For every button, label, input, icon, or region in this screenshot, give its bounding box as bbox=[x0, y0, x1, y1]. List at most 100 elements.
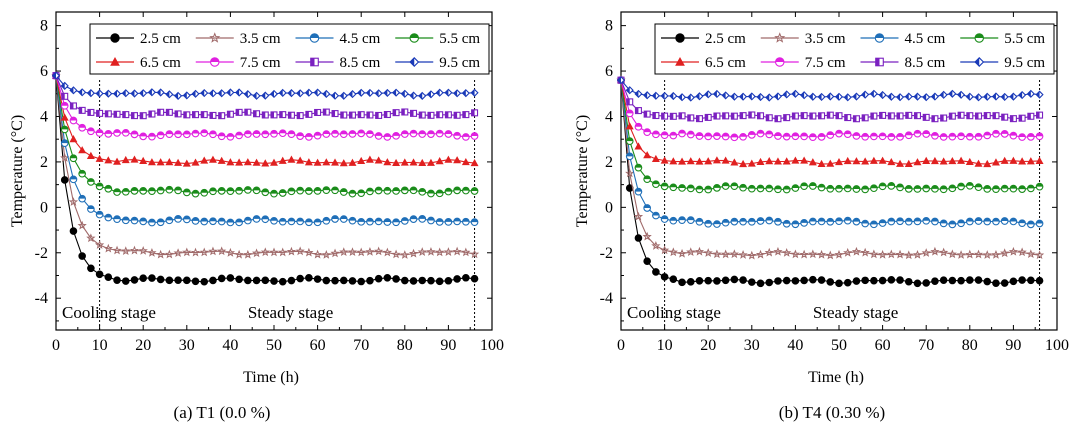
marker-fill bbox=[79, 107, 83, 114]
marker bbox=[939, 157, 948, 165]
marker-fill bbox=[635, 164, 642, 168]
marker-fill bbox=[279, 189, 287, 193]
marker-fill bbox=[983, 132, 991, 136]
marker bbox=[747, 250, 757, 260]
x-tick-label: 30 bbox=[179, 337, 195, 354]
marker bbox=[357, 277, 366, 286]
marker-fill bbox=[818, 93, 822, 101]
marker bbox=[435, 277, 444, 286]
series-line bbox=[620, 80, 1040, 225]
x-tick-label: 50 bbox=[266, 337, 282, 354]
marker bbox=[278, 156, 287, 164]
marker bbox=[217, 156, 226, 164]
series-8-5-cm bbox=[617, 76, 1044, 123]
marker bbox=[174, 276, 182, 285]
marker bbox=[660, 273, 669, 281]
marker-fill bbox=[375, 132, 382, 136]
marker-fill bbox=[209, 130, 217, 135]
marker bbox=[983, 159, 992, 168]
series-7-5-cm bbox=[617, 76, 1044, 142]
marker-fill bbox=[757, 93, 761, 101]
marker-fill bbox=[418, 92, 423, 100]
panel-caption: (a) T1 (0.0 %) bbox=[174, 403, 271, 422]
marker-fill bbox=[122, 129, 130, 133]
marker-fill bbox=[643, 175, 651, 180]
marker-fill bbox=[288, 188, 295, 192]
marker-fill bbox=[157, 89, 161, 96]
marker-fill bbox=[445, 218, 452, 222]
marker-fill bbox=[801, 112, 805, 119]
marker-fill bbox=[635, 107, 639, 114]
marker bbox=[87, 264, 95, 273]
marker bbox=[69, 135, 78, 143]
marker bbox=[642, 231, 652, 241]
marker-fill bbox=[940, 133, 947, 137]
marker-fill bbox=[896, 133, 904, 137]
marker-fill bbox=[879, 112, 883, 119]
marker-fill bbox=[166, 109, 170, 116]
marker-fill bbox=[253, 130, 260, 135]
marker bbox=[904, 250, 914, 260]
marker-fill bbox=[713, 184, 721, 188]
marker bbox=[235, 275, 243, 284]
marker-fill bbox=[896, 93, 901, 101]
marker bbox=[252, 158, 261, 166]
marker-fill bbox=[914, 185, 921, 189]
marker bbox=[633, 211, 644, 221]
marker bbox=[991, 158, 1000, 166]
marker bbox=[904, 159, 913, 167]
marker-fill bbox=[879, 91, 883, 99]
marker-fill bbox=[332, 110, 336, 117]
marker-fill bbox=[704, 91, 709, 98]
marker-fill bbox=[992, 218, 1000, 222]
marker-fill bbox=[739, 184, 747, 188]
marker-fill bbox=[844, 217, 852, 221]
marker-fill bbox=[436, 111, 440, 118]
marker-fill bbox=[875, 58, 880, 66]
marker bbox=[103, 243, 113, 253]
marker-fill bbox=[323, 217, 330, 221]
marker bbox=[861, 157, 870, 165]
marker bbox=[391, 249, 401, 259]
marker bbox=[147, 247, 157, 257]
marker bbox=[331, 158, 340, 166]
marker bbox=[965, 157, 974, 165]
marker bbox=[851, 246, 862, 256]
marker bbox=[738, 250, 748, 259]
marker bbox=[444, 276, 453, 285]
marker-fill bbox=[113, 90, 118, 97]
marker bbox=[304, 247, 314, 257]
series-2-5-cm bbox=[52, 71, 479, 286]
marker-fill bbox=[652, 212, 660, 216]
marker bbox=[896, 276, 904, 284]
marker-fill bbox=[888, 133, 895, 137]
x-tick-label: 10 bbox=[657, 337, 673, 354]
marker-fill bbox=[826, 93, 831, 100]
marker-fill bbox=[218, 132, 225, 137]
marker-fill bbox=[210, 57, 219, 62]
series-9-5-cm bbox=[51, 71, 479, 100]
marker-fill bbox=[131, 131, 138, 135]
marker-fill bbox=[410, 130, 417, 134]
marker-fill bbox=[696, 92, 700, 100]
marker-fill bbox=[853, 93, 857, 100]
marker-fill bbox=[427, 217, 435, 221]
marker-fill bbox=[157, 131, 164, 136]
marker-fill bbox=[914, 218, 921, 222]
legend-label: 5.5 cm bbox=[1004, 31, 1045, 47]
marker bbox=[1034, 250, 1045, 260]
marker-fill bbox=[366, 188, 374, 192]
marker-fill bbox=[310, 33, 319, 38]
marker bbox=[418, 276, 427, 285]
marker bbox=[790, 249, 801, 259]
marker bbox=[304, 158, 313, 166]
marker-fill bbox=[393, 109, 397, 116]
marker-fill bbox=[818, 184, 825, 188]
marker bbox=[305, 274, 313, 282]
marker-fill bbox=[96, 211, 103, 215]
x-tick-label: 50 bbox=[831, 337, 847, 354]
marker-fill bbox=[704, 133, 712, 137]
marker bbox=[773, 246, 783, 256]
marker bbox=[817, 276, 826, 284]
marker bbox=[462, 273, 470, 282]
